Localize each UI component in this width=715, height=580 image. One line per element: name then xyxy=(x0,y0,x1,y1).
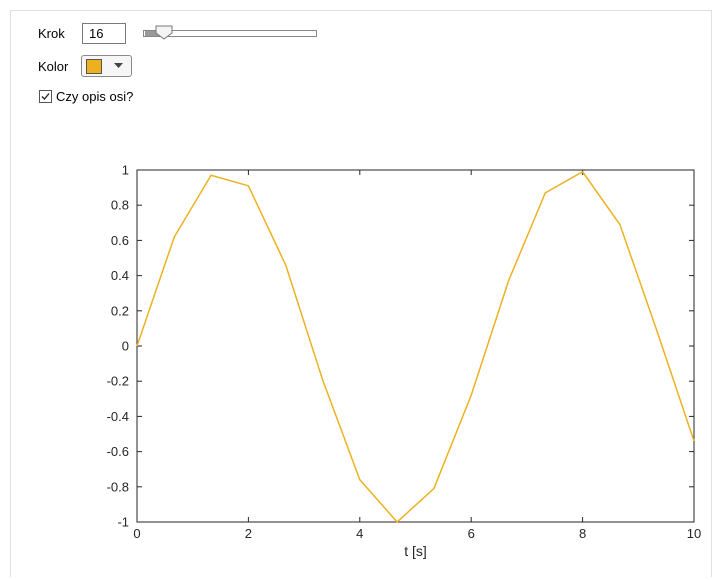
step-slider[interactable] xyxy=(143,30,317,37)
y-tick-label: 1 xyxy=(122,163,129,178)
y-tick-label: 0.6 xyxy=(111,233,129,248)
x-axis-label: t [s] xyxy=(404,543,427,559)
y-tick-label: -0.6 xyxy=(107,444,129,459)
color-swatch xyxy=(86,59,102,74)
x-tick-label: 4 xyxy=(356,526,363,541)
dropdown-arrow xyxy=(114,63,123,68)
step-label: Krok xyxy=(38,26,65,41)
axis-checkbox-label: Czy opis osi? xyxy=(56,89,134,104)
checkmark xyxy=(41,93,50,100)
y-tick-label: 0.4 xyxy=(111,268,129,283)
y-tick-label: -1 xyxy=(117,515,129,530)
data-line xyxy=(136,170,695,524)
step-input[interactable]: 16 xyxy=(82,23,126,44)
y-tick-label: -0.8 xyxy=(107,479,129,494)
y-tick-label: 0 xyxy=(122,339,129,354)
x-tick-label: 10 xyxy=(687,526,701,541)
y-tick-label: 0.2 xyxy=(111,303,129,318)
panel xyxy=(10,10,712,577)
axis-checkbox[interactable] xyxy=(39,90,52,103)
slider-fill xyxy=(145,31,159,36)
x-tick-label: 6 xyxy=(468,526,475,541)
color-label: Kolor xyxy=(38,59,69,74)
y-tick-label: -0.4 xyxy=(107,409,129,424)
x-tick-label: 0 xyxy=(133,526,140,541)
y-tick-label: 0.8 xyxy=(111,198,129,213)
color-dropdown[interactable] xyxy=(81,55,132,77)
y-tick-label: -0.2 xyxy=(107,374,129,389)
plot-area xyxy=(136,169,695,523)
x-tick-label: 8 xyxy=(579,526,586,541)
slider-thumb[interactable] xyxy=(155,25,173,41)
step-value: 16 xyxy=(89,26,104,41)
x-tick-label: 2 xyxy=(245,526,252,541)
